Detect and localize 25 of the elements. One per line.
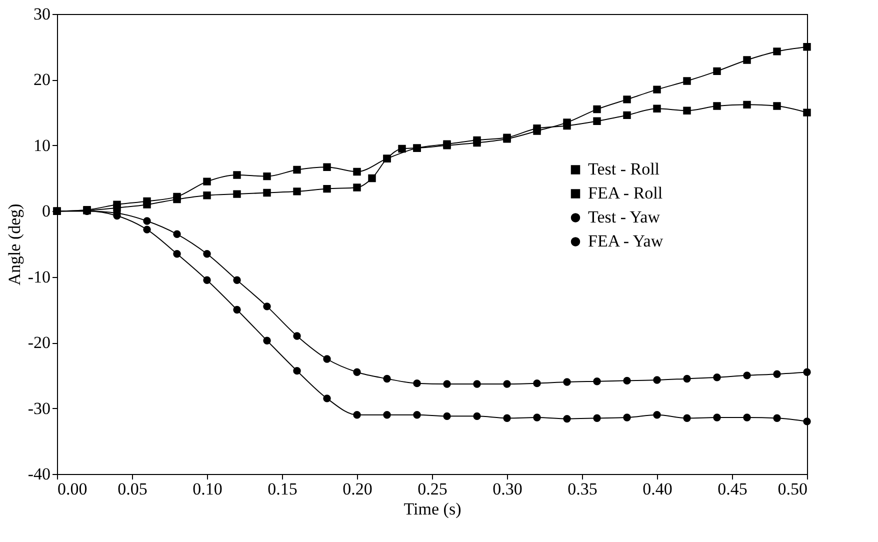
legend-label: FEA - Roll bbox=[588, 184, 663, 203]
x-tick-label: 0.30 bbox=[492, 480, 522, 498]
legend-label: Test - Yaw bbox=[588, 208, 661, 227]
x-tick-label: 0.00 bbox=[58, 480, 88, 498]
y-axis-title: Angle (deg) bbox=[4, 204, 24, 286]
x-tick-label: 0.05 bbox=[118, 480, 148, 498]
x-tick-label: 0.10 bbox=[192, 480, 222, 498]
y-tick-label: -20 bbox=[28, 333, 50, 352]
y-tick-label: 30 bbox=[34, 4, 50, 24]
legend-label: Test - Roll bbox=[588, 160, 660, 179]
x-tick-label: 0.45 bbox=[718, 480, 748, 498]
x-tick-label: 0.20 bbox=[342, 480, 372, 498]
y-tick-label: -10 bbox=[28, 267, 50, 286]
y-tick-label: 10 bbox=[34, 136, 50, 155]
x-tick-label: 0.40 bbox=[642, 480, 672, 498]
x-tick-label: 0.15 bbox=[268, 480, 298, 498]
y-tick-label: -40 bbox=[28, 464, 50, 484]
x-tick-label: 0.35 bbox=[568, 480, 598, 498]
y-tick-label: 0 bbox=[42, 202, 50, 221]
x-tick-label: 0.50 bbox=[778, 480, 808, 498]
y-tick-label: 20 bbox=[34, 70, 50, 90]
legend-label: FEA - Yaw bbox=[588, 232, 664, 251]
y-tick-label: -30 bbox=[28, 398, 50, 418]
x-axis-title: Time (s) bbox=[404, 500, 462, 518]
x-tick-label: 0.25 bbox=[418, 480, 448, 498]
